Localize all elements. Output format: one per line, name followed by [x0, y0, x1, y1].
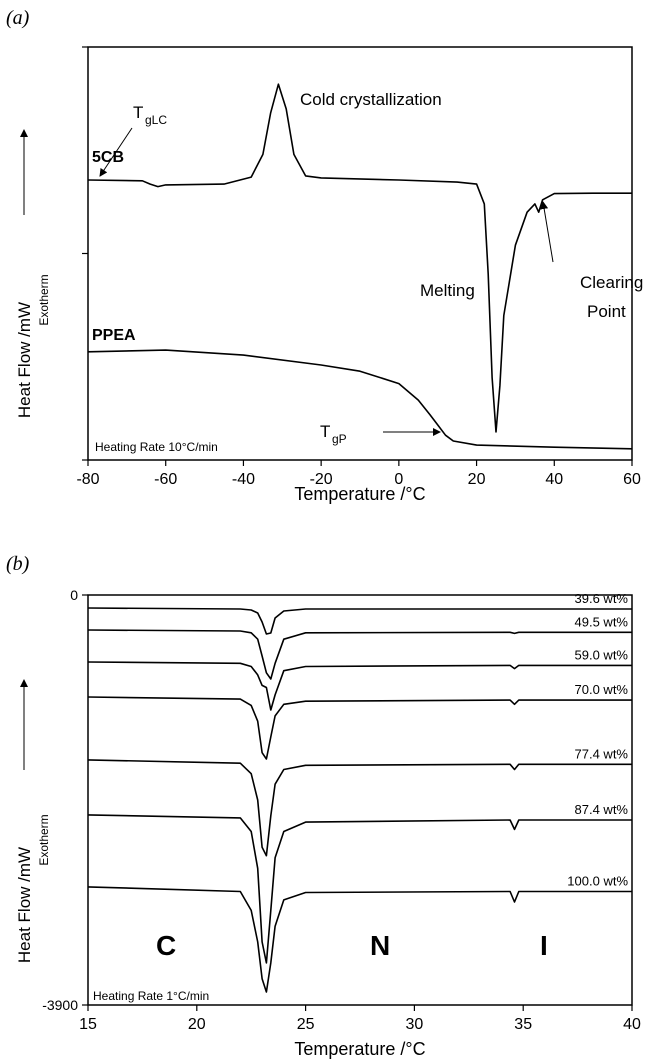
annotation: Heating Rate 1°C/min: [93, 989, 209, 1003]
x-tick-label: -60: [154, 471, 177, 488]
series-line: [87, 759, 632, 857]
series-label: 70.0 wt%: [575, 682, 629, 697]
x-tick-label: 25: [297, 1016, 315, 1033]
x-tick-label: 40: [545, 471, 563, 488]
series-line: [87, 886, 632, 993]
y-tick-label: 0: [70, 587, 78, 603]
series-label: 59.0 wt%: [575, 647, 629, 662]
annotation: gP: [332, 432, 347, 446]
x-tick-label: 35: [514, 1016, 532, 1033]
series-label: 5CB: [92, 149, 124, 166]
x-tick-label: 0: [394, 471, 403, 488]
x-tick-label: 20: [188, 1016, 206, 1033]
series-line: [87, 83, 632, 433]
annotation: Melting: [420, 281, 475, 300]
plot-frame: [87, 594, 633, 1006]
x-tick-label: 40: [623, 1016, 641, 1033]
series-line: [87, 661, 632, 711]
x-tick-label: 20: [468, 471, 486, 488]
x-tick-label: 60: [623, 471, 641, 488]
series-label: 87.4 wt%: [575, 802, 629, 817]
series-line: [87, 629, 632, 680]
series-label: 100.0 wt%: [567, 873, 628, 888]
annotation: T: [320, 422, 330, 441]
arrow: [99, 127, 133, 177]
phase-label: I: [540, 930, 548, 961]
series-line: [87, 696, 632, 760]
y-axis-label: Heat Flow /mW: [15, 847, 34, 963]
panel-label: (b): [6, 553, 30, 575]
panel-label: (a): [6, 7, 30, 29]
series-label: 39.6 wt%: [575, 591, 629, 606]
arrow: [540, 201, 554, 263]
series-line: [87, 814, 632, 964]
y-axis-label: Heat Flow /mW: [15, 302, 34, 418]
annotation: Point: [587, 302, 626, 321]
annotation: Clearing: [580, 273, 643, 292]
y-tick-label: -3900: [42, 997, 78, 1013]
annotation: T: [133, 103, 143, 122]
series-label: PPEA: [92, 327, 136, 344]
y-axis-note: Exotherm: [37, 814, 51, 865]
series-label: 49.5 wt%: [575, 614, 629, 629]
y-axis-note: Exotherm: [37, 274, 51, 325]
annotation: Cold crystallization: [300, 90, 442, 109]
x-tick-label: -20: [310, 471, 333, 488]
x-tick-label: 15: [79, 1016, 97, 1033]
phase-label: C: [156, 930, 176, 961]
x-tick-label: -80: [76, 471, 99, 488]
x-axis-label: Temperature /°C: [294, 1039, 425, 1059]
annotation: Heating Rate 10°C/min: [95, 440, 218, 454]
x-axis-label: Temperature /°C: [294, 484, 425, 504]
x-tick-label: 30: [406, 1016, 424, 1033]
series-line: [87, 607, 632, 635]
annotation: gLC: [145, 113, 167, 127]
x-tick-label: -40: [232, 471, 255, 488]
series-line: [87, 349, 633, 450]
series-label: 77.4 wt%: [575, 746, 629, 761]
phase-label: N: [370, 930, 390, 961]
